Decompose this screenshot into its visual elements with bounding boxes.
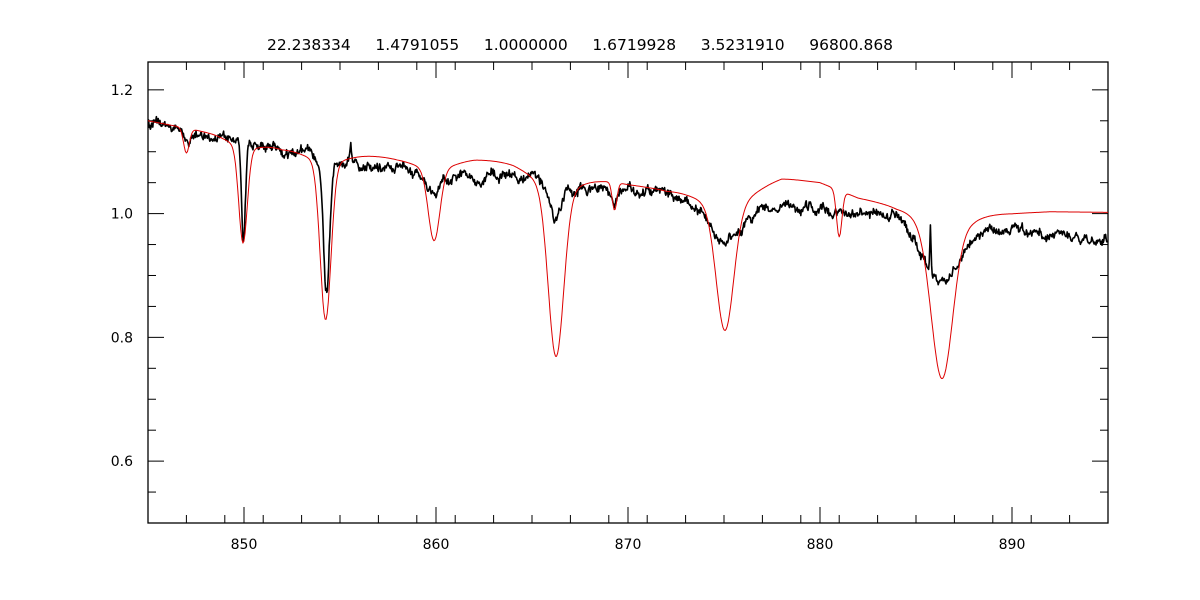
y-tick-label: 1.0	[111, 207, 133, 223]
x-tick-label: 860	[423, 537, 450, 553]
x-tick-label: 870	[615, 537, 642, 553]
plot-frame	[147, 61, 1109, 524]
y-tick-label: 1.2	[111, 83, 133, 99]
axes-layer: 850 860 870 880 890 0.6 0.8 1.0 1.2	[111, 61, 1109, 553]
x-tick-label: 880	[807, 537, 834, 553]
observed-spectrum-line	[148, 115, 1108, 294]
y-tick-label: 0.8	[111, 330, 133, 346]
y-tick-label: 0.6	[111, 454, 133, 470]
series-layer	[148, 115, 1108, 380]
plot-title: 22.238334 1.4791055 1.0000000 1.6719928 …	[267, 36, 893, 54]
x-tick-label: 850	[231, 537, 258, 553]
model-spectrum-line	[148, 120, 1108, 380]
x-tick-label: 890	[999, 537, 1026, 553]
